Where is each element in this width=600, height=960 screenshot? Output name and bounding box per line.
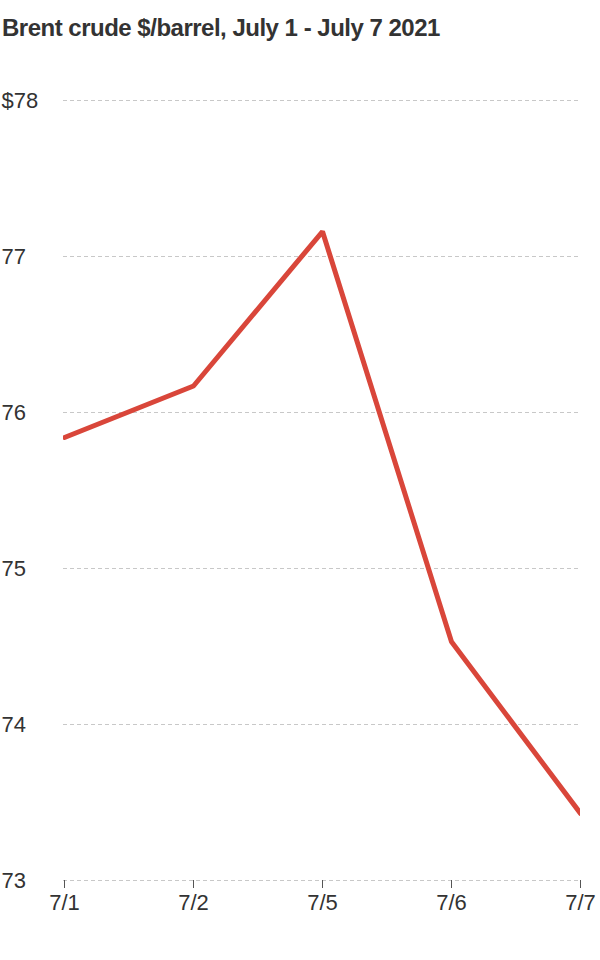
svg-text:7/7: 7/7 bbox=[565, 890, 596, 915]
svg-text:$78: $78 bbox=[2, 88, 39, 113]
svg-text:76: 76 bbox=[2, 400, 26, 425]
svg-text:7/6: 7/6 bbox=[436, 890, 467, 915]
svg-text:7/5: 7/5 bbox=[307, 890, 338, 915]
svg-text:74: 74 bbox=[2, 712, 26, 737]
svg-text:7/1: 7/1 bbox=[49, 890, 80, 915]
svg-text:7/2: 7/2 bbox=[178, 890, 209, 915]
html-text:Brent crude $/barrel, July 1 -: Brent crude $/barrel, July 1 - July 7 20… bbox=[2, 14, 440, 41]
svg-text:75: 75 bbox=[2, 556, 26, 581]
svg-text:73: 73 bbox=[2, 868, 26, 893]
svg-text:77: 77 bbox=[2, 244, 26, 269]
